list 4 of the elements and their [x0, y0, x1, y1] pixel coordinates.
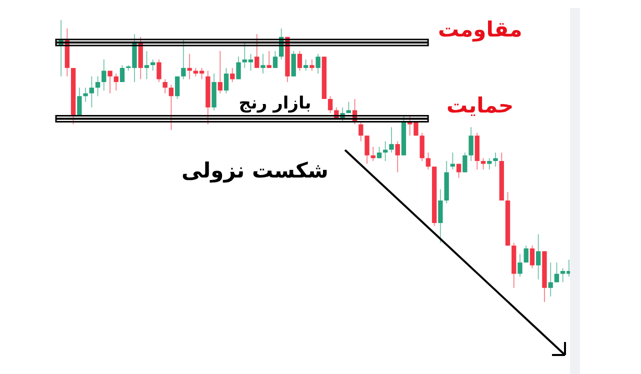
annotation: بازار رنج [238, 93, 312, 114]
ref-line-label: مقاومت [438, 18, 522, 43]
ref-line-label: حمایت [446, 94, 514, 118]
annotation: شکست نزولی [182, 158, 328, 184]
